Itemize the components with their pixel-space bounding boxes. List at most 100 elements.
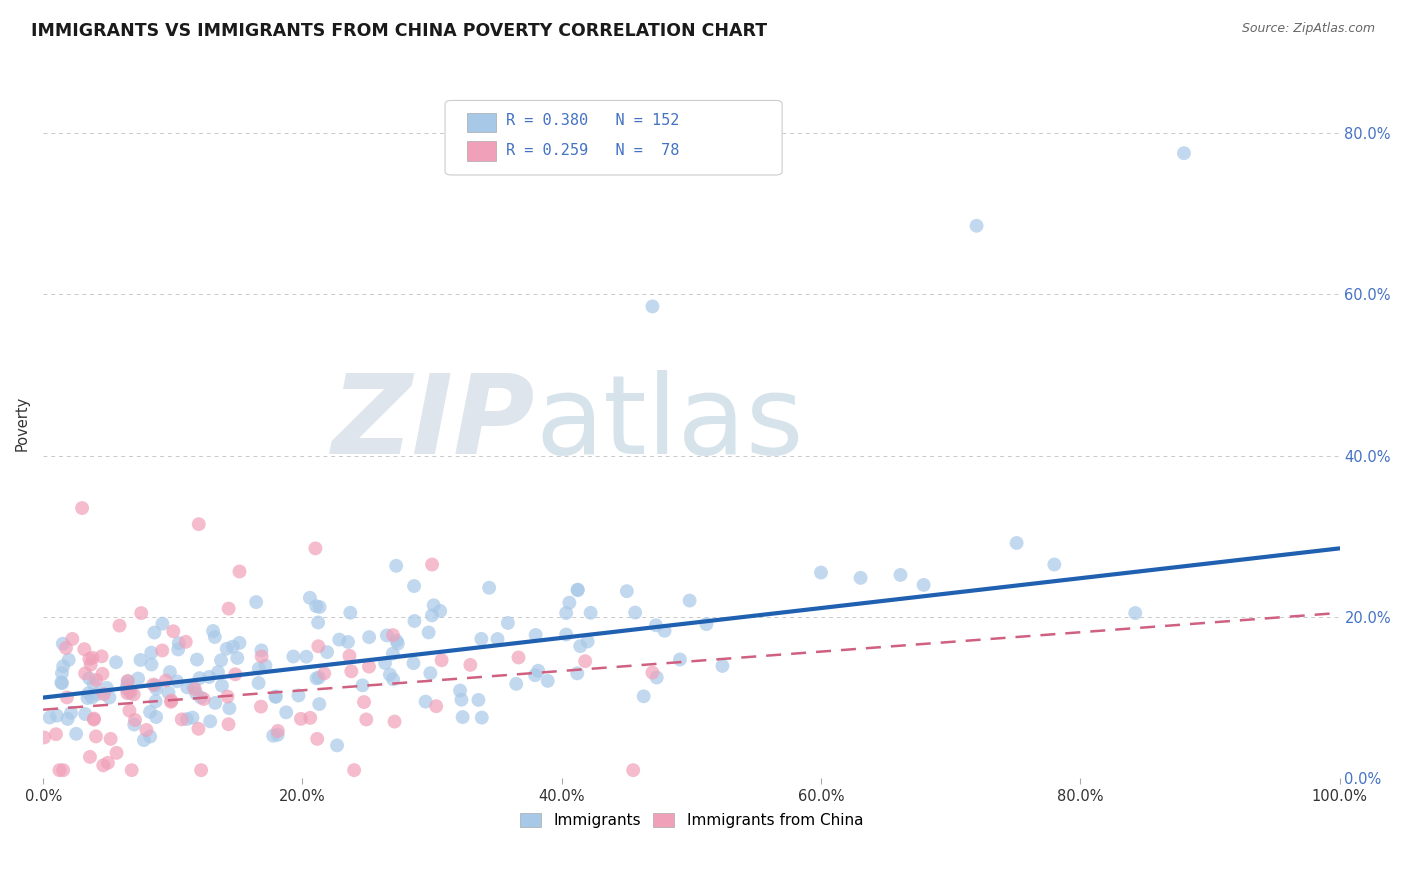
Point bbox=[450, 692, 472, 706]
Point bbox=[145, 681, 167, 696]
Point bbox=[76, 690, 98, 705]
Point bbox=[574, 654, 596, 668]
Point bbox=[245, 595, 267, 609]
Point bbox=[326, 739, 349, 753]
Point bbox=[217, 690, 239, 704]
Point bbox=[176, 712, 198, 726]
Point bbox=[83, 712, 105, 726]
Point bbox=[287, 689, 309, 703]
Point bbox=[250, 643, 273, 657]
Point bbox=[79, 750, 101, 764]
Point bbox=[307, 640, 329, 654]
Point bbox=[80, 657, 103, 672]
Point bbox=[381, 647, 404, 661]
Point bbox=[305, 671, 328, 685]
Point bbox=[65, 727, 87, 741]
Point bbox=[385, 558, 408, 573]
Point bbox=[276, 706, 298, 720]
Point bbox=[429, 604, 451, 618]
Point bbox=[80, 690, 103, 705]
Point bbox=[449, 683, 471, 698]
Point bbox=[576, 634, 599, 648]
Point bbox=[184, 686, 207, 700]
Point bbox=[496, 615, 519, 630]
Point bbox=[167, 642, 190, 657]
Point bbox=[460, 657, 482, 672]
Point bbox=[250, 649, 273, 664]
Point bbox=[353, 695, 375, 709]
Point bbox=[117, 674, 139, 689]
Point bbox=[645, 618, 668, 632]
Point bbox=[849, 571, 872, 585]
Point bbox=[314, 666, 336, 681]
Point bbox=[93, 687, 115, 701]
Point bbox=[96, 681, 118, 695]
Point bbox=[143, 625, 166, 640]
Point bbox=[471, 710, 494, 724]
Point bbox=[48, 763, 70, 777]
FancyBboxPatch shape bbox=[446, 101, 782, 175]
Point bbox=[97, 756, 120, 770]
Point bbox=[569, 639, 592, 653]
Point bbox=[159, 665, 181, 679]
Point bbox=[247, 662, 270, 676]
Point bbox=[190, 763, 212, 777]
Text: Source: ZipAtlas.com: Source: ZipAtlas.com bbox=[1241, 22, 1375, 36]
Point bbox=[419, 666, 441, 681]
Point bbox=[567, 666, 589, 681]
Point bbox=[186, 652, 208, 666]
Point bbox=[382, 673, 405, 687]
Point bbox=[567, 582, 589, 597]
Point bbox=[579, 606, 602, 620]
Point bbox=[339, 648, 361, 663]
Point bbox=[193, 692, 215, 706]
Point bbox=[204, 696, 226, 710]
Point bbox=[224, 667, 246, 681]
Point bbox=[139, 730, 162, 744]
Point bbox=[90, 649, 112, 664]
Point bbox=[129, 653, 152, 667]
Point bbox=[51, 676, 73, 690]
Point bbox=[555, 606, 578, 620]
Point bbox=[307, 615, 329, 630]
Point bbox=[616, 584, 638, 599]
Point bbox=[120, 686, 142, 700]
Point bbox=[145, 694, 167, 708]
Point bbox=[218, 601, 240, 615]
Point bbox=[84, 673, 107, 687]
Point bbox=[359, 630, 381, 644]
Point bbox=[91, 758, 114, 772]
Point bbox=[404, 614, 426, 628]
Point bbox=[305, 599, 328, 614]
Point bbox=[420, 608, 443, 623]
Point bbox=[215, 641, 238, 656]
Point bbox=[527, 664, 550, 678]
Point bbox=[135, 723, 157, 737]
Point bbox=[155, 673, 177, 688]
Point bbox=[75, 706, 97, 721]
Point bbox=[267, 723, 290, 738]
Y-axis label: Poverty: Poverty bbox=[15, 396, 30, 451]
FancyBboxPatch shape bbox=[467, 112, 495, 132]
Point bbox=[181, 680, 204, 694]
Point bbox=[117, 678, 139, 692]
Point bbox=[181, 711, 204, 725]
Point bbox=[384, 714, 406, 729]
Point bbox=[152, 616, 174, 631]
Point bbox=[537, 673, 560, 688]
Point bbox=[117, 674, 139, 689]
Point bbox=[115, 681, 138, 696]
Point bbox=[304, 541, 326, 556]
Point bbox=[160, 693, 183, 707]
Point bbox=[624, 606, 647, 620]
Text: IMMIGRANTS VS IMMIGRANTS FROM CHINA POVERTY CORRELATION CHART: IMMIGRANTS VS IMMIGRANTS FROM CHINA POVE… bbox=[31, 22, 768, 40]
Point bbox=[505, 677, 527, 691]
Point bbox=[470, 632, 492, 646]
Point bbox=[966, 219, 988, 233]
Point bbox=[198, 670, 221, 684]
Point bbox=[420, 558, 443, 572]
Point bbox=[209, 653, 232, 667]
Point bbox=[83, 677, 105, 691]
Point bbox=[77, 686, 100, 700]
Point bbox=[176, 681, 198, 695]
